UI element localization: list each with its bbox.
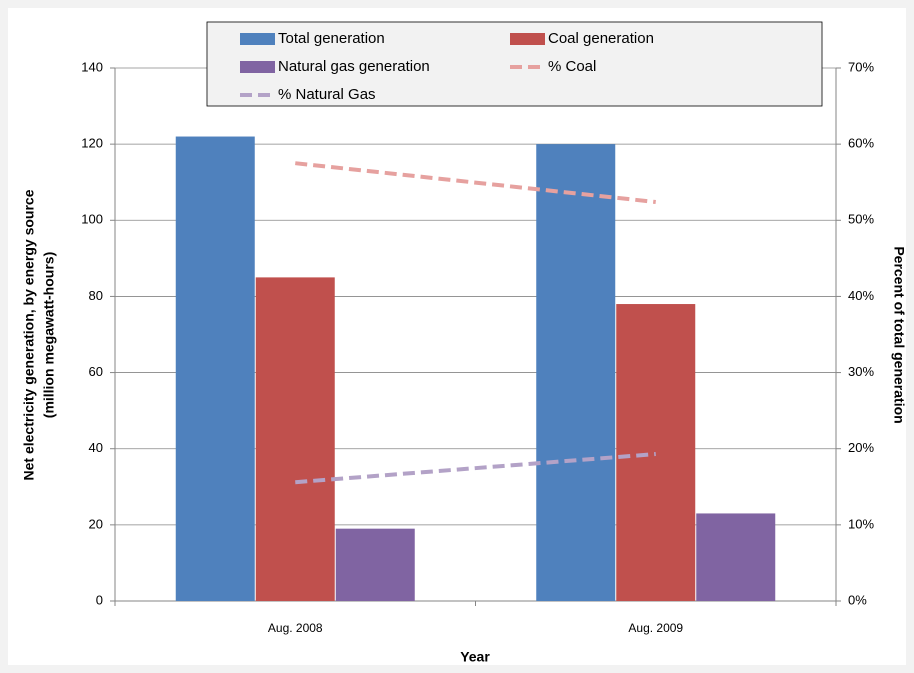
y2-tick-label: 60% (848, 136, 874, 151)
bar (696, 513, 776, 601)
y2-tick-label: 0% (848, 592, 867, 607)
legend-label: Natural gas generation (278, 58, 430, 75)
y-tick-label: 0 (96, 592, 103, 607)
y2-tick-label: 20% (848, 440, 874, 455)
y2-tick-label: 50% (848, 212, 874, 227)
y-axis-title: Net electricity generation, by energy so… (21, 189, 37, 480)
line-series (295, 452, 656, 485)
x-tick-label: Aug. 2009 (628, 621, 683, 635)
y-tick-label: 60 (89, 364, 103, 379)
bar (175, 136, 255, 601)
legend-label: Total generation (278, 30, 385, 47)
x-axis-title: Year (460, 649, 490, 665)
bar (616, 304, 696, 601)
bar (255, 277, 335, 601)
x-tick-label: Aug. 2008 (268, 621, 323, 635)
legend-swatch (510, 33, 545, 45)
bar (335, 528, 415, 601)
y-axis-title: (million megawatt-hours) (41, 252, 57, 418)
y2-tick-label: 70% (848, 59, 874, 74)
legend-label: Coal generation (548, 30, 654, 47)
y-tick-label: 80 (89, 288, 103, 303)
legend-label: % Coal (548, 58, 596, 75)
y-tick-label: 40 (89, 440, 103, 455)
line-series (295, 161, 656, 204)
y-tick-label: 120 (81, 136, 103, 151)
y2-axis-title: Percent of total generation (891, 246, 907, 423)
legend-swatch (240, 33, 275, 45)
y2-tick-label: 30% (848, 364, 874, 379)
legend-swatch (240, 61, 275, 73)
legend-label: % Natural Gas (278, 86, 376, 103)
y2-tick-label: 10% (848, 516, 874, 531)
y-tick-label: 140 (81, 59, 103, 74)
y2-tick-label: 40% (848, 288, 874, 303)
y-tick-label: 100 (81, 212, 103, 227)
bar (536, 144, 616, 601)
y-tick-label: 20 (89, 516, 103, 531)
